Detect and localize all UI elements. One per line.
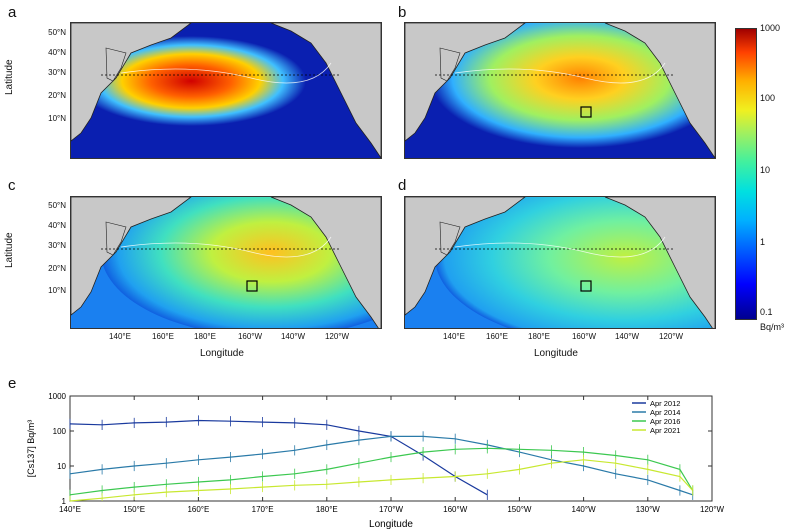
x-tick-label: 170°W: [379, 505, 404, 514]
series-line: [69, 419, 488, 496]
x-tick-label: 180°E: [316, 505, 338, 514]
y-tick-label: 10: [57, 462, 66, 471]
lat-tick-label: 10°N: [48, 114, 66, 123]
map-panel-b: [404, 22, 716, 159]
map-ylabel-top: Latitude: [4, 59, 15, 95]
legend-entry: Apr 2012: [650, 399, 680, 408]
lon-tick-label: 180°E: [194, 332, 216, 341]
lat-tick-label: 50°N: [48, 201, 66, 210]
x-tick-label: 160°W: [443, 505, 468, 514]
y-tick-label: 1000: [48, 392, 66, 401]
x-axis-label: Longitude: [369, 519, 413, 530]
map-xlabel-right: Longitude: [534, 348, 578, 359]
lon-tick-label: 180°E: [528, 332, 550, 341]
lon-tick-label: 120°W: [658, 332, 684, 341]
map-panel-a: [70, 22, 382, 159]
x-tick-label: 140°W: [572, 505, 597, 514]
y-tick-label: 100: [53, 427, 67, 436]
lat-tick-label: 30°N: [48, 241, 66, 250]
x-tick-label: 170°E: [252, 505, 274, 514]
lat-tick-label: 40°N: [48, 221, 66, 230]
panel-c-letter: c: [8, 177, 16, 194]
colorbar-tick-label: 100: [760, 93, 776, 103]
lat-tick-label: 10°N: [48, 286, 66, 295]
panel-b-letter: b: [398, 4, 407, 21]
panel-e-letter: e: [8, 375, 17, 392]
lon-tick-label: 140°W: [614, 332, 640, 341]
lon-tick-label: 140°E: [443, 332, 465, 341]
x-tick-label: 120°W: [700, 505, 725, 514]
lon-tick-label: 160°W: [237, 332, 263, 341]
panel-d-letter: d: [398, 177, 407, 194]
colorbar-tick-label: 10: [760, 165, 771, 175]
x-tick-label: 150°E: [123, 505, 145, 514]
panel-a-letter: a: [8, 4, 17, 21]
colorbar-tick-label: 0.1: [760, 307, 773, 317]
y-axis-label: [Cs137] Bq/m³: [26, 420, 36, 478]
x-tick-label: 160°E: [187, 505, 209, 514]
lat-tick-label: 20°N: [48, 91, 66, 100]
legend-entry: Apr 2014: [650, 408, 680, 417]
lon-tick-label: 160°E: [486, 332, 508, 341]
colorbar-tick-label: 1: [760, 237, 766, 247]
colorbar: [735, 28, 757, 320]
lat-tick-label: 40°N: [48, 48, 66, 57]
x-tick-label: 140°E: [59, 505, 81, 514]
y-tick-label: 1: [62, 497, 67, 506]
map-panel-c: [70, 196, 382, 329]
map-ylabel-bottom: Latitude: [4, 232, 15, 268]
lon-tick-label: 120°W: [324, 332, 350, 341]
x-tick-label: 130°W: [636, 505, 661, 514]
lon-tick-label: 160°E: [152, 332, 174, 341]
lat-tick-label: 50°N: [48, 28, 66, 37]
colorbar-tick-label: 1000: [760, 23, 781, 33]
map-xlabel-left: Longitude: [200, 348, 244, 359]
lon-tick-label: 140°E: [109, 332, 131, 341]
lon-tick-label: 140°W: [280, 332, 306, 341]
colorbar-unit: Bq/m³: [760, 322, 785, 332]
map-panel-d: [404, 196, 716, 329]
lat-tick-label: 20°N: [48, 264, 66, 273]
lon-tick-label: 160°W: [571, 332, 597, 341]
x-tick-label: 150°W: [507, 505, 532, 514]
lat-tick-label: 30°N: [48, 68, 66, 77]
legend-entry: Apr 2021: [650, 426, 680, 435]
legend-entry: Apr 2016: [650, 417, 680, 426]
